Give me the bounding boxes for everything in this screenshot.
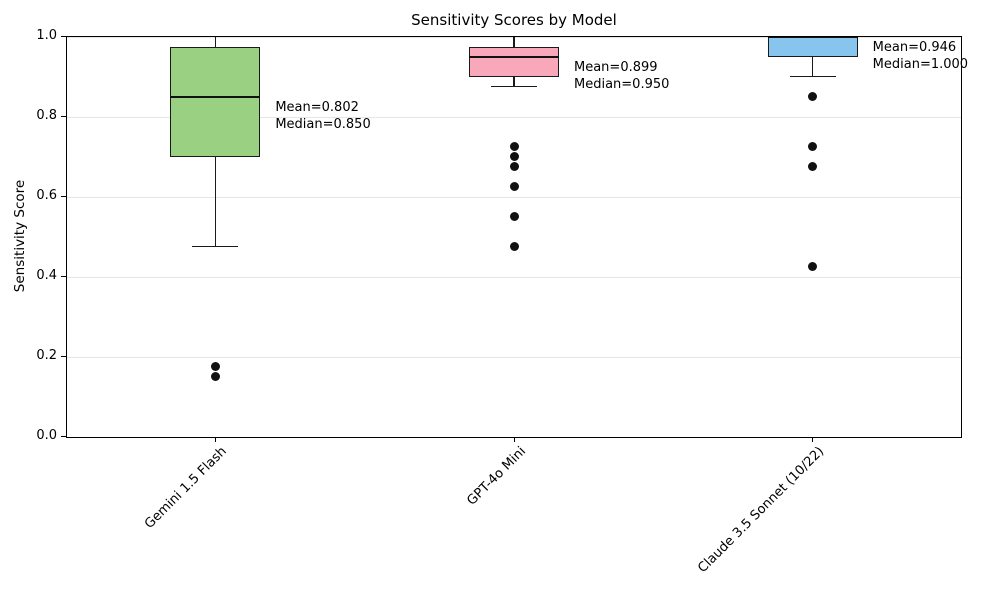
outlier-dot (210, 362, 220, 371)
lower-whisker-cap (491, 85, 537, 88)
median-line (170, 95, 261, 98)
upper-whisker (214, 36, 217, 47)
gridline (66, 276, 962, 278)
lower-whisker (811, 56, 814, 77)
y-tick-label: 0.4 (36, 267, 57, 283)
mean-median-annotation: Mean=0.946 Median=1.000 (872, 39, 969, 72)
outlier-dot (808, 142, 818, 151)
outlier-dot (509, 212, 519, 221)
y-tick-label: 1.0 (36, 27, 57, 43)
y-tick-mark (61, 276, 66, 278)
y-tick-label: 0.0 (36, 427, 57, 443)
x-tick-mark (214, 436, 217, 442)
y-tick-mark (61, 116, 66, 118)
y-tick-label: 0.6 (36, 187, 57, 203)
x-tick-label: Gemini 1.5 Flash (142, 443, 230, 532)
outlier-dot (509, 152, 519, 161)
y-tick-mark (61, 356, 66, 358)
lower-whisker (513, 76, 515, 87)
box (170, 46, 261, 157)
gridline (66, 196, 962, 198)
outlier-dot (509, 162, 519, 171)
median-line (469, 55, 559, 58)
box (469, 46, 559, 77)
plot-frame (66, 35, 962, 438)
gridline (66, 356, 962, 358)
lower-whisker (214, 156, 217, 247)
upper-whisker-cap (491, 35, 537, 38)
outlier-dot (808, 162, 818, 171)
x-tick-mark (812, 436, 814, 442)
lower-whisker-cap (192, 245, 239, 248)
mean-median-annotation: Mean=0.899 Median=0.950 (574, 59, 670, 92)
upper-whisker-cap (192, 35, 239, 38)
outlier-dot (808, 92, 818, 101)
mean-median-annotation: Mean=0.802 Median=0.850 (275, 99, 371, 132)
chart-title: Sensitivity Scores by Model (411, 11, 617, 29)
gridline (66, 116, 962, 118)
outlier-dot (509, 242, 519, 251)
x-tick-label: Claude 3.5 Sonnet (10/22) (695, 443, 828, 576)
y-tick-label: 0.8 (36, 107, 57, 123)
outlier-dot (509, 142, 519, 151)
x-tick-label: GPT-4o Mini (463, 443, 529, 509)
outlier-dot (808, 262, 818, 271)
outlier-dot (210, 372, 220, 381)
y-tick-mark (61, 36, 66, 38)
y-tick-mark (61, 196, 66, 198)
median-line (767, 35, 858, 38)
x-tick-mark (513, 436, 515, 442)
y-tick-mark (61, 436, 66, 438)
y-tick-label: 0.2 (36, 347, 57, 363)
outlier-dot (509, 182, 519, 191)
upper-whisker (513, 36, 515, 47)
lower-whisker-cap (789, 75, 836, 78)
